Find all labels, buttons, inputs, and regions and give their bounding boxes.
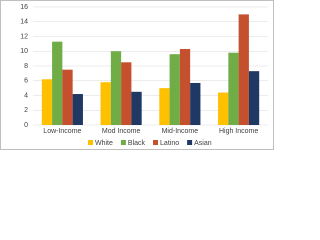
y-tick-label: 10 — [20, 48, 28, 55]
bar — [169, 54, 180, 126]
legend-swatch — [153, 140, 159, 145]
bar — [41, 79, 53, 125]
y-tick-label: 14 — [20, 19, 28, 26]
x-tick-label: Mod Income — [102, 128, 141, 135]
legend-label: Latino — [160, 140, 179, 147]
bar — [52, 41, 63, 125]
legend-swatch — [187, 140, 193, 145]
legend-swatch — [88, 140, 93, 145]
bar — [238, 14, 249, 125]
x-tick-label: High Income — [219, 128, 258, 135]
legend-label: Asian — [194, 140, 212, 147]
bar — [131, 91, 142, 125]
y-tick-label: 0 — [24, 122, 28, 129]
bar — [62, 69, 73, 125]
y-tick-label: 12 — [20, 33, 28, 40]
y-tick-label: 8 — [24, 63, 28, 70]
y-tick-label: 4 — [24, 92, 28, 99]
bar — [228, 52, 239, 125]
legend-label: White — [95, 140, 113, 147]
x-tick-label: Low-Income — [43, 128, 81, 135]
bar — [121, 62, 132, 125]
bar — [110, 51, 122, 125]
bar — [190, 82, 201, 125]
legend-swatch — [120, 140, 126, 145]
bar — [100, 82, 111, 125]
bar — [159, 88, 170, 125]
legend-label: Black — [128, 140, 146, 147]
x-tick-label: Mid-Income — [162, 128, 199, 135]
y-tick-label: 6 — [24, 78, 28, 85]
bar — [248, 71, 260, 125]
y-tick-label: 16 — [20, 4, 28, 11]
bar — [72, 94, 83, 125]
bar — [179, 49, 191, 125]
chart: 0 2 4 6 8 10 12 14 16 Low-Income Mod Income Mid-Inc… — [0, 0, 274, 150]
bar — [218, 92, 229, 125]
y-tick-label: 2 — [24, 107, 28, 114]
